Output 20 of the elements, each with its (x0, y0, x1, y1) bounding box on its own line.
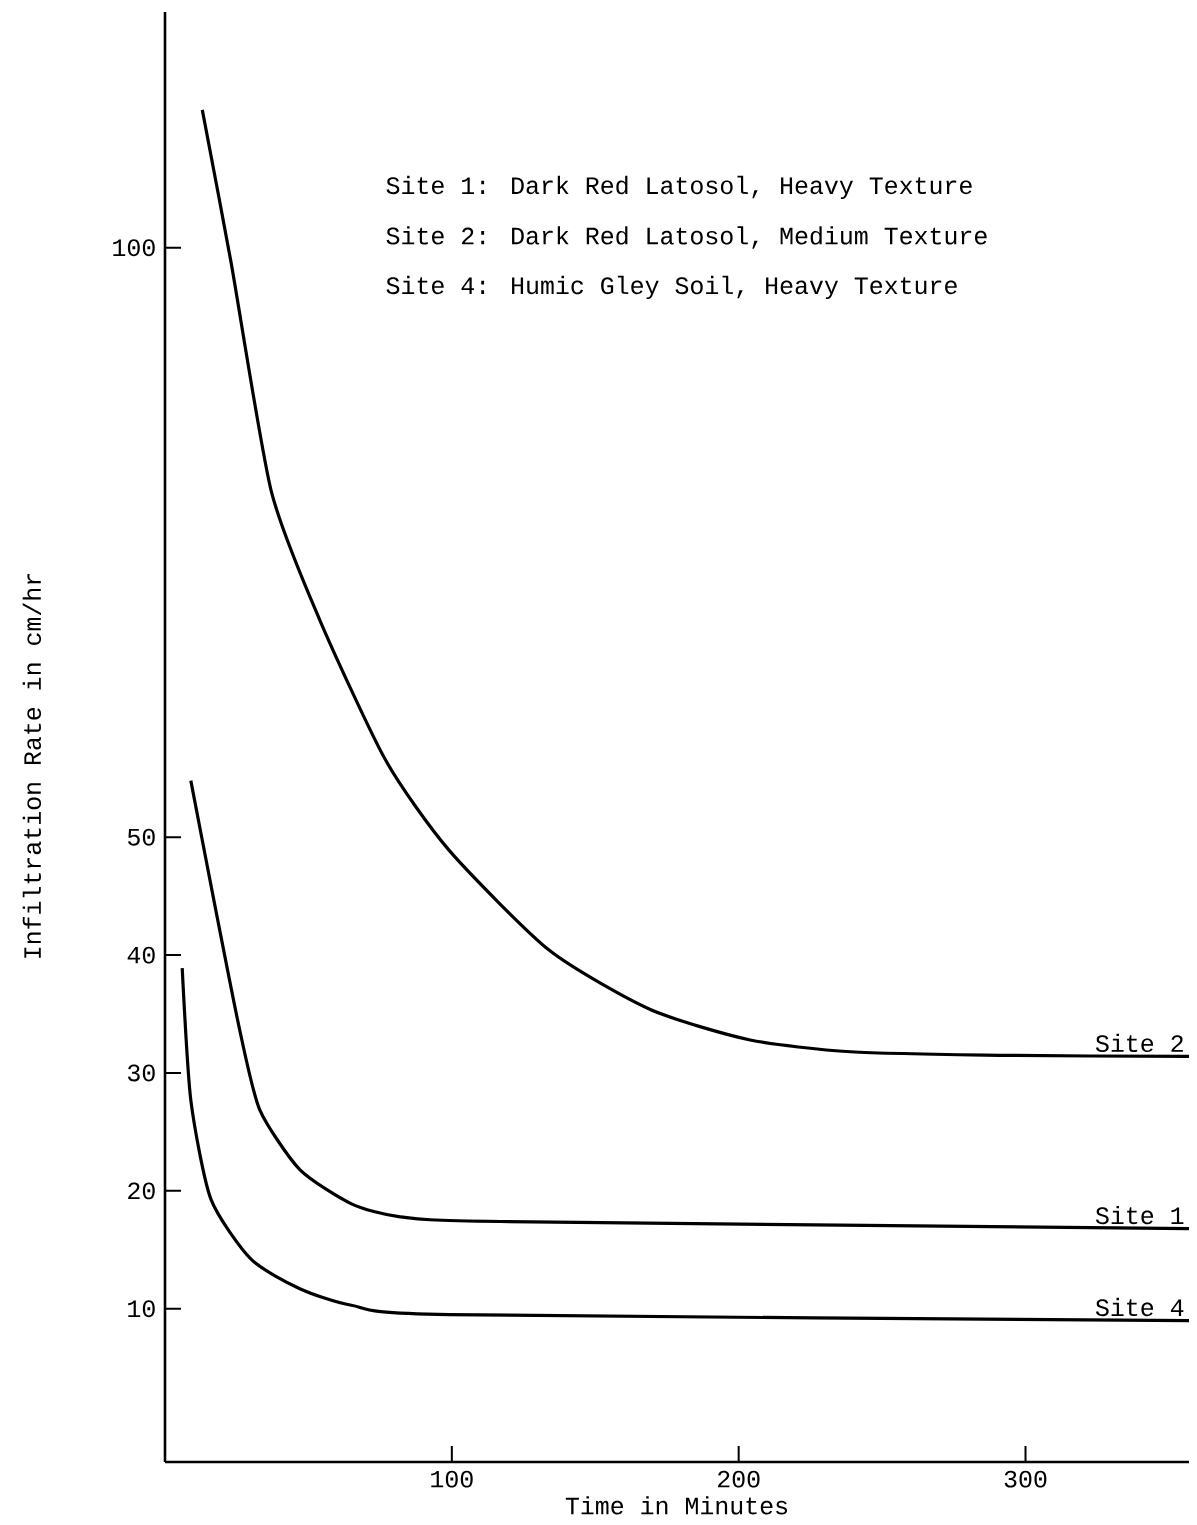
y-tick-label: 30 (127, 1064, 155, 1082)
annotation: Site 4: Humic Gley Soil, Heavy Texture (386, 275, 957, 300)
x-tick-label: 100 (431, 1470, 473, 1488)
y-tick-label: 40 (127, 946, 155, 964)
y-tick-label: 50 (127, 828, 155, 846)
x-tick-label: 200 (718, 1470, 760, 1488)
y-tick-label: 100 (113, 239, 155, 257)
annotation: Site 2: Dark Red Latosol, Medium Texture (386, 226, 987, 249)
x-axis-title: Time in Minutes (565, 1496, 788, 1515)
y-tick-label: 10 (128, 1300, 155, 1318)
line-series (189, 779, 1191, 1231)
series-label: Site 4 (1095, 1297, 1184, 1317)
series-label: Site 2 (1095, 1033, 1183, 1053)
annotation: Site 1: Dark Red Latosol, Heavy Texture (386, 175, 972, 200)
y-axis-title: Infiltration Rate in cm/hr (22, 573, 42, 958)
line-series (200, 108, 1191, 1059)
line-series (180, 966, 1191, 1323)
x-tick-label: 300 (1004, 1470, 1047, 1488)
y-tick-label: 20 (128, 1182, 155, 1200)
series-label: Site 1 (1095, 1205, 1184, 1225)
